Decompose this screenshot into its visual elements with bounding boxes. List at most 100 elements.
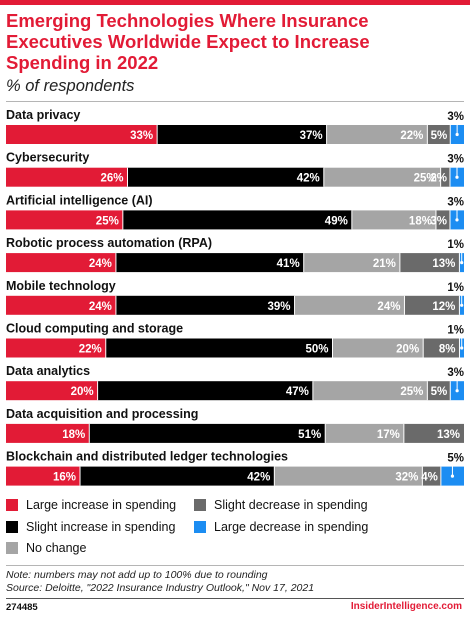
category-label: Data analytics [6,364,90,378]
brand-logo-text: InsiderIntelligence.com [350,601,462,612]
data-label: 21% [373,258,396,270]
legend-swatch [6,521,18,533]
bar-segment [422,466,441,486]
bar-segment [89,423,326,443]
data-label-outside: 3% [447,154,464,166]
data-label: 3% [430,215,447,227]
data-label: 24% [377,301,400,313]
bar-segment [6,338,106,358]
bar-segment [427,381,451,401]
chart-title: Emerging Technologies Where Insurance Ex… [6,10,370,73]
data-label: 26% [100,173,123,185]
bar-segment [294,295,405,315]
data-label: 16% [53,472,76,484]
data-label: 24% [89,301,112,313]
note-text: Note: numbers may not add up to 100% due… [6,569,268,581]
legend-label: Slight decrease in spending [214,498,368,512]
bar-segment [435,210,450,230]
data-label-outside: 5% [447,453,464,465]
data-label: 41% [277,258,300,270]
category-label: Robotic process automation (RPA) [6,236,212,250]
data-label-outside: 1% [447,239,464,251]
bar-segment [115,295,295,315]
label-leader-dot [455,175,459,179]
legend-label: Large increase in spending [26,498,177,512]
label-leader-dot [455,218,459,222]
data-label: 5% [431,386,448,398]
data-label-outside: 3% [447,111,464,123]
category-label: Data privacy [6,108,80,122]
label-leader-dot [450,474,455,478]
bar-segment [351,210,436,230]
legend-item-no-change: No change [6,541,86,555]
bar-segment [303,253,400,273]
data-label: 20% [396,344,419,356]
bar-segment [427,125,451,144]
data-label-outside: 3% [447,196,464,208]
label-leader-dot [455,132,459,137]
data-label: 47% [286,386,309,398]
bar-segment [399,253,460,273]
bar-segment [312,381,428,401]
data-label: 33% [130,130,153,142]
data-label: 12% [432,301,455,313]
category-label: Artificial intelligence (AI) [6,193,153,207]
category-label: Blockchain and distributed ledger techno… [6,450,288,464]
legend-label: Slight increase in spending [26,520,176,534]
category-label: Data acquisition and processing [6,407,198,421]
legend-item-slight-decrease: Slight decrease in spending [194,498,368,512]
data-label: 2% [430,173,447,185]
label-leader-dot [460,303,464,307]
header-divider [6,101,464,102]
data-label: 51% [298,429,321,441]
figure-id: 274485 [6,602,38,613]
label-leader-dot [460,261,464,265]
data-label: 32% [395,472,418,484]
bar-segment [6,125,158,144]
bar-segment [157,125,327,144]
bar-segment [323,167,441,187]
legend-item-large-decrease: Large decrease in spending [194,520,368,534]
bar-segment [440,167,450,187]
data-label-outside: 1% [447,282,464,294]
bar-segment [80,466,275,486]
legend-swatch [194,521,206,533]
bar-segment [404,295,460,315]
legend-swatch [6,499,18,511]
category-label: Cloud computing and storage [6,322,183,336]
data-label: 8% [439,344,456,356]
bar-segment [325,423,404,443]
legend-label: Large decrease in spending [214,520,369,534]
bar-segment [105,338,333,358]
category-label: Mobile technology [6,279,116,293]
legend-label: No change [26,541,87,555]
data-label: 20% [71,386,94,398]
bar-segment [6,423,90,443]
bar-segment [274,466,423,486]
legend-swatch [6,542,18,554]
data-label-outside: 1% [447,325,464,337]
data-label: 13% [437,429,460,441]
footer-divider [6,565,464,566]
bar-segment [6,381,98,401]
data-label: 42% [297,173,320,185]
data-label: 4% [421,472,438,484]
data-label: 49% [325,215,348,227]
bar-segment [6,466,81,486]
data-label: 13% [432,258,455,270]
source-text: Source: Deloitte, "2022 Insurance Indust… [6,582,315,594]
label-leader-dot [455,389,459,393]
legend-item-slight-increase: Slight increase in spending [6,520,175,534]
bar-segment [127,167,324,187]
data-label: 5% [431,130,448,142]
legend-swatch [194,499,206,511]
stacked-bar-chart: Data privacy 33% 37% 22% 5% 3% Cybersecurity 26… [6,108,464,486]
bar-segment [122,210,352,230]
data-label: 25% [414,173,437,185]
bar-segment [403,423,464,443]
bar-segment [6,167,128,187]
bar-segment [332,338,424,358]
label-leader-dot [460,346,464,350]
bar-segment [6,295,116,315]
